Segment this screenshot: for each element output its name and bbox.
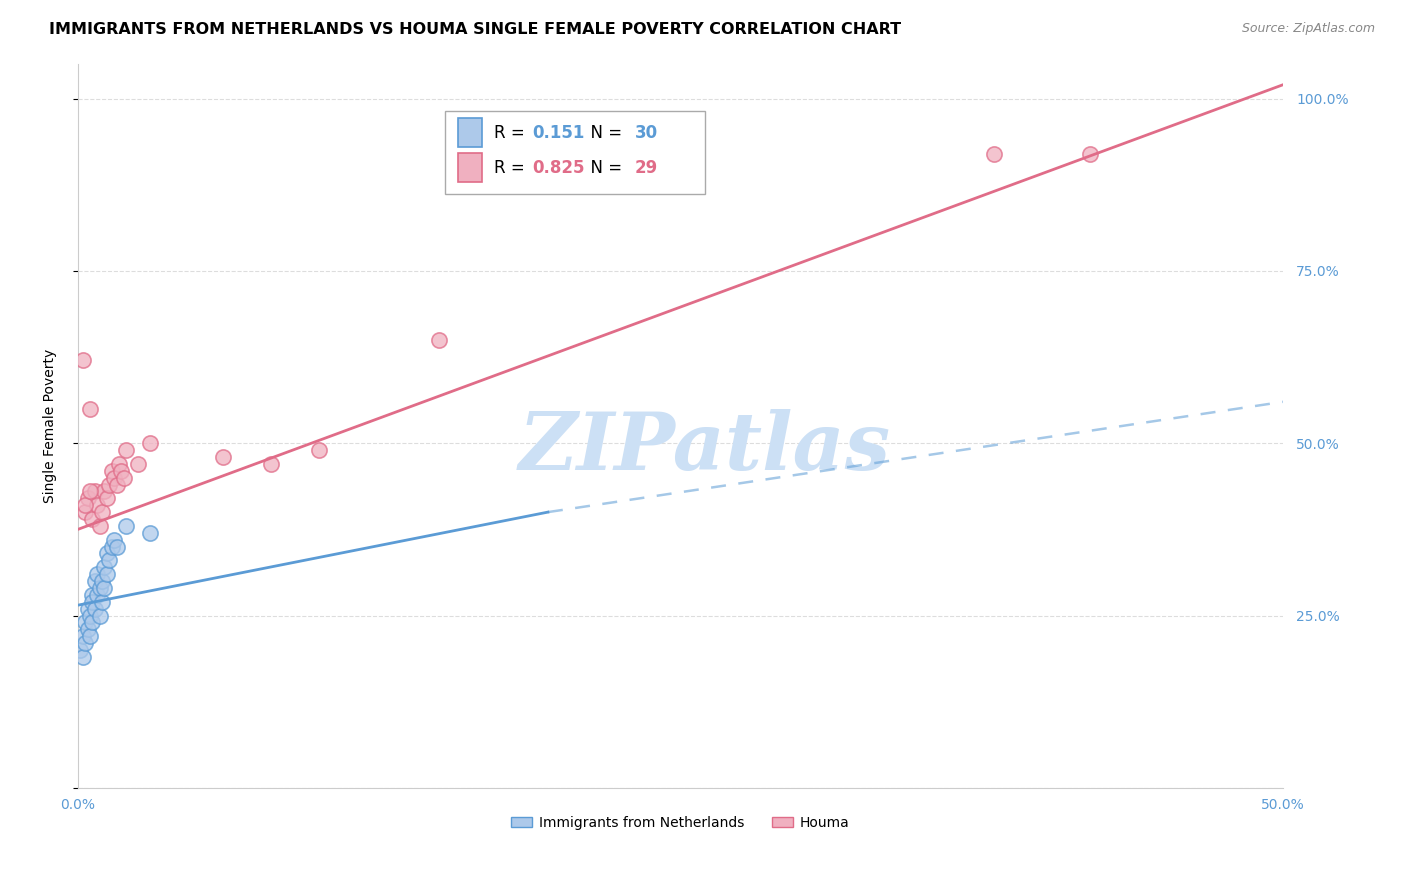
Point [112, 470, 135, 484]
Point [72, 353, 94, 368]
Point [75, 615, 97, 630]
Point [91, 574, 114, 588]
Point [100, 464, 122, 478]
Point [86, 498, 108, 512]
Point [83, 484, 105, 499]
FancyBboxPatch shape [446, 112, 704, 194]
Point [79, 629, 101, 643]
Text: R =: R = [494, 159, 530, 177]
Point [110, 464, 132, 478]
Point [91, 505, 114, 519]
Point [1078, 146, 1101, 161]
Point [93, 581, 115, 595]
FancyBboxPatch shape [457, 119, 482, 147]
Point [76, 491, 98, 506]
Text: 30: 30 [634, 124, 658, 142]
Point [82, 615, 104, 630]
Point [96, 567, 118, 582]
Text: 0.825: 0.825 [533, 159, 585, 177]
Point [75, 505, 97, 519]
Point [115, 443, 138, 458]
Point [82, 595, 104, 609]
Text: Source: ZipAtlas.com: Source: ZipAtlas.com [1241, 22, 1375, 36]
Point [96, 491, 118, 506]
Point [86, 588, 108, 602]
Text: 29: 29 [634, 159, 658, 177]
Point [139, 436, 162, 450]
Point [429, 333, 451, 347]
Point [100, 540, 122, 554]
Point [103, 470, 125, 484]
Point [75, 498, 97, 512]
Y-axis label: Single Female Poverty: Single Female Poverty [44, 349, 58, 503]
Point [91, 595, 114, 609]
Point [211, 450, 233, 464]
Point [72, 629, 94, 643]
Point [93, 560, 115, 574]
Point [308, 443, 330, 458]
Point [89, 608, 111, 623]
Point [75, 636, 97, 650]
Point [98, 477, 121, 491]
Text: R =: R = [494, 124, 530, 142]
Text: ZIPatlas: ZIPatlas [519, 409, 890, 486]
Point [98, 553, 121, 567]
Point [79, 608, 101, 623]
Point [79, 401, 101, 416]
Point [105, 477, 128, 491]
Point [983, 146, 1005, 161]
Point [83, 574, 105, 588]
Point [79, 484, 101, 499]
Point [115, 519, 138, 533]
Text: N =: N = [581, 124, 628, 142]
Point [89, 519, 111, 533]
Point [83, 601, 105, 615]
Point [69, 643, 91, 657]
Point [103, 533, 125, 547]
Point [139, 525, 162, 540]
Point [260, 457, 283, 471]
Legend: Immigrants from Netherlands, Houma: Immigrants from Netherlands, Houma [506, 810, 855, 835]
Point [93, 484, 115, 499]
Point [82, 512, 104, 526]
Point [72, 649, 94, 664]
Point [105, 540, 128, 554]
Point [89, 581, 111, 595]
Point [127, 457, 149, 471]
Point [82, 588, 104, 602]
Point [108, 457, 131, 471]
Text: N =: N = [581, 159, 628, 177]
Text: 0.151: 0.151 [533, 124, 585, 142]
Text: IMMIGRANTS FROM NETHERLANDS VS HOUMA SINGLE FEMALE POVERTY CORRELATION CHART: IMMIGRANTS FROM NETHERLANDS VS HOUMA SIN… [49, 22, 901, 37]
Point [76, 601, 98, 615]
Point [76, 622, 98, 636]
FancyBboxPatch shape [457, 153, 482, 182]
Point [86, 567, 108, 582]
Point [96, 546, 118, 560]
